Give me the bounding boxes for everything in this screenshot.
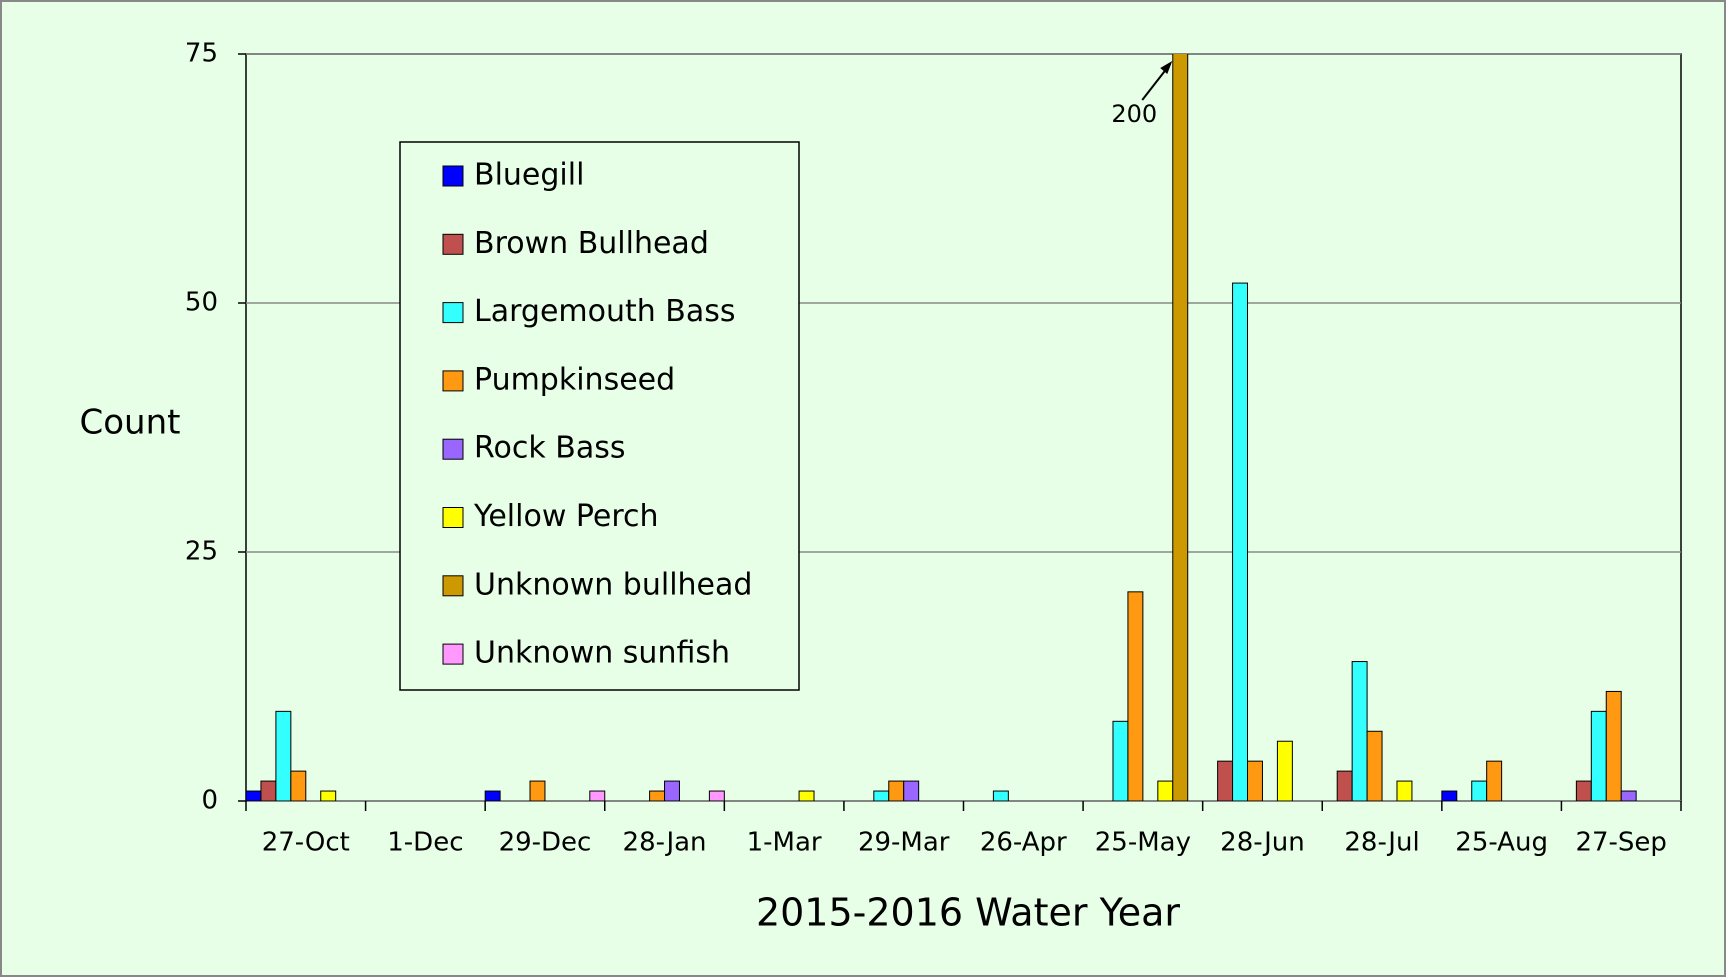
x-tick-label: 25-Aug — [1455, 828, 1548, 858]
bar — [1471, 780, 1488, 801]
bar — [1396, 780, 1413, 801]
y-axis-label: Count — [80, 403, 181, 443]
bar — [1172, 54, 1189, 801]
x-tick-label: 25-May — [1095, 828, 1191, 858]
x-tick-label: 27-Sep — [1575, 828, 1666, 858]
bar — [275, 710, 292, 801]
legend-swatch — [442, 370, 464, 392]
bar — [1605, 690, 1622, 801]
bar — [260, 780, 277, 801]
legend-swatch — [442, 575, 464, 597]
bar — [290, 770, 307, 801]
bar — [798, 790, 815, 801]
bar — [1336, 770, 1353, 801]
bar — [1247, 760, 1263, 801]
bar — [1157, 780, 1174, 801]
y-tick-label: 50 — [185, 288, 218, 318]
legend-label: Brown Bullhead — [474, 226, 709, 261]
legend-swatch — [442, 507, 464, 528]
x-tick-label: 1-Mar — [747, 828, 822, 858]
legend-label: Bluegill — [474, 158, 584, 193]
legend-box — [399, 141, 800, 691]
legend-swatch — [442, 233, 464, 255]
bar — [664, 780, 680, 801]
annotation-arrowhead — [1160, 61, 1173, 74]
x-tick-label: 27-Oct — [262, 828, 350, 858]
bar — [708, 790, 725, 801]
bars — [246, 54, 1637, 801]
bar — [1441, 790, 1458, 801]
bar — [888, 780, 905, 801]
x-tick-label: 28-Jul — [1344, 828, 1419, 858]
legend-label: Largemouth Bass — [474, 294, 736, 329]
x-tick-label: 29-Mar — [858, 828, 950, 858]
bar — [1232, 282, 1249, 801]
bar — [1112, 720, 1129, 801]
bar — [992, 790, 1009, 801]
legend-swatch — [442, 302, 464, 324]
y-tick-label: 75 — [185, 39, 218, 69]
bar — [873, 790, 890, 801]
bar — [1575, 780, 1592, 801]
x-tick-label: 29-Dec — [499, 828, 592, 858]
legend-label: Rock Bass — [474, 431, 625, 466]
x-tick-label: 28-Jan — [623, 828, 707, 858]
bar — [1217, 760, 1234, 801]
bar — [1590, 710, 1607, 801]
legend-label: Yellow Perch — [473, 499, 659, 534]
legend-swatch — [442, 438, 464, 460]
data-label: 200 — [1111, 100, 1157, 128]
legend-swatch — [442, 643, 464, 665]
bar — [1486, 760, 1503, 801]
bar — [484, 790, 501, 801]
bar — [649, 790, 666, 801]
bar — [1351, 661, 1368, 801]
bar — [246, 790, 262, 801]
bar — [1620, 790, 1637, 801]
bar — [903, 780, 920, 801]
x-axis-label: 2015-2016 Water Year — [756, 891, 1180, 935]
x-tick-label: 1-Dec — [387, 828, 463, 858]
legend-label: Unknown bullhead — [474, 567, 752, 602]
legend-label: Unknown sunfish — [474, 636, 730, 671]
bar — [529, 780, 546, 801]
bar — [589, 790, 606, 801]
y-tick-label: 25 — [185, 537, 218, 567]
x-tick-label: 26-Apr — [980, 828, 1067, 858]
x-tick-label: 28-Jun — [1220, 828, 1305, 858]
bar — [320, 790, 337, 801]
bar — [1127, 591, 1144, 801]
bar — [1276, 740, 1293, 801]
y-tick-label: 0 — [201, 786, 218, 816]
bar — [1366, 730, 1383, 801]
legend-swatch — [442, 165, 464, 187]
legend-label: Pumpkinseed — [474, 362, 675, 397]
